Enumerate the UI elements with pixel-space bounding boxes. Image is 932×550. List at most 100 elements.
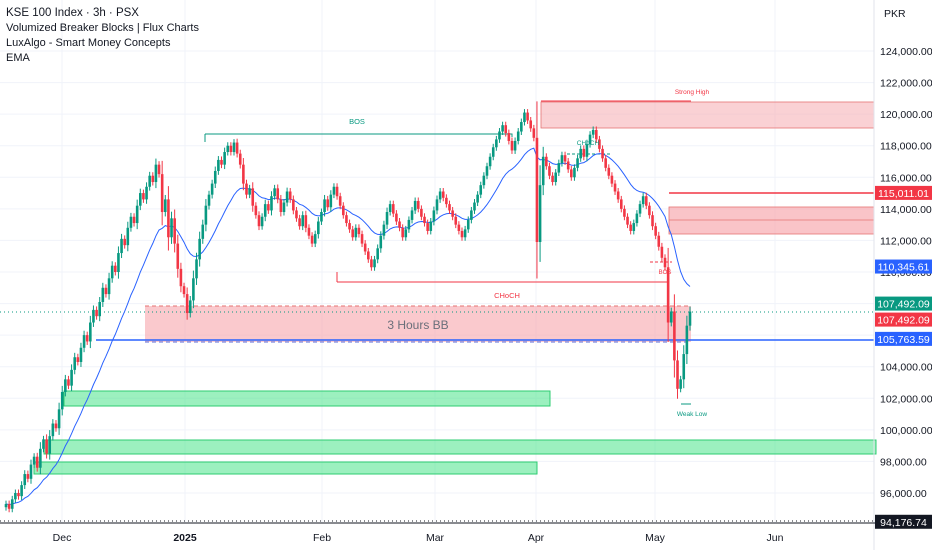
candle-body xyxy=(507,133,511,141)
candle-body xyxy=(182,286,186,295)
indicator-1[interactable]: Volumized Breaker Blocks | Flux Charts xyxy=(6,22,199,34)
candle-body xyxy=(132,216,136,224)
candle-body xyxy=(173,218,176,244)
candle-body xyxy=(579,148,582,159)
price-tick-label: 96,000.00 xyxy=(880,488,927,500)
candle-body xyxy=(410,210,414,220)
candle-body xyxy=(288,191,292,200)
candle-body xyxy=(79,347,83,362)
candle-body xyxy=(313,234,317,244)
candle-body xyxy=(48,436,52,454)
candle-body xyxy=(279,199,283,213)
candle-body xyxy=(54,423,58,429)
candle-body xyxy=(285,191,289,203)
time-tick-label: May xyxy=(645,532,666,544)
symbol-title[interactable]: KSE 100 Index · 3h · PSX xyxy=(6,7,139,19)
candle-body xyxy=(357,227,361,235)
candle-body xyxy=(192,278,195,301)
candle-body xyxy=(110,265,114,279)
candle-body xyxy=(679,379,682,389)
price-tag-bg xyxy=(875,331,932,346)
choch-top-label: CHoCH xyxy=(577,140,600,147)
candle-body xyxy=(495,139,498,148)
candle-body xyxy=(463,229,467,238)
candle-body xyxy=(526,112,529,121)
candle-body xyxy=(538,185,542,243)
candle-body xyxy=(638,204,642,214)
candle-body xyxy=(220,159,223,165)
price-tag-bg xyxy=(875,296,932,311)
candle-body xyxy=(98,301,101,317)
candle-body xyxy=(35,456,39,468)
candle-body xyxy=(501,125,504,132)
price-tag-label: 107,492.09 xyxy=(877,299,930,311)
candle-body xyxy=(613,183,617,192)
price-tick-label: 120,000.00 xyxy=(880,109,932,121)
price-tick-label: 100,000.00 xyxy=(880,425,932,437)
candle-body xyxy=(466,219,470,230)
candle-body xyxy=(179,268,183,287)
candle-body xyxy=(669,311,673,323)
candle-body xyxy=(254,205,258,216)
candle-body xyxy=(382,224,386,236)
candle-body xyxy=(235,142,239,154)
candle-body xyxy=(554,172,557,183)
candle-body xyxy=(363,243,367,252)
price-tick-label: 112,000.00 xyxy=(880,235,932,247)
demand-zone-1 xyxy=(63,390,551,407)
price-tag-label: 107,492.09 xyxy=(877,315,930,327)
indicator-3[interactable]: EMA xyxy=(6,52,30,64)
candle-body xyxy=(551,175,554,183)
candle-body xyxy=(585,144,589,157)
candle-body xyxy=(460,230,464,238)
price-tick-label: 116,000.00 xyxy=(880,172,932,184)
candle-body xyxy=(10,499,14,509)
candle-body xyxy=(64,379,67,392)
candle-body xyxy=(560,155,564,164)
candle-body xyxy=(114,265,117,272)
candle-body xyxy=(360,234,364,244)
candle-body xyxy=(210,183,214,195)
candle-body xyxy=(432,210,436,222)
time-tick-label: Dec xyxy=(53,532,72,544)
candle-body xyxy=(557,163,561,173)
candle-body xyxy=(226,145,230,153)
candle-body xyxy=(391,204,395,214)
price-tags: 115,011.01 110,345.61 107,492.09 107,492.09… xyxy=(875,185,932,529)
candle-body xyxy=(245,183,248,195)
price-tag-label: 110,345.61 xyxy=(878,262,930,274)
candle-body xyxy=(201,224,205,239)
demand-zone-2 xyxy=(43,439,877,455)
candle-body xyxy=(267,204,270,211)
chart-annotations: BOS CHoCH Strong High CHoCH BOS 3 Hours … xyxy=(349,89,709,418)
indicator-2[interactable]: LuxAlgo - Smart Money Concepts xyxy=(6,37,171,49)
candle-body xyxy=(107,278,111,295)
price-tag-label: 94,176.74 xyxy=(880,517,927,529)
time-tick-label: Apr xyxy=(528,532,545,544)
candle-body xyxy=(217,159,220,171)
candle-body xyxy=(317,221,320,235)
candle-body xyxy=(370,259,373,268)
candle-body xyxy=(154,164,158,183)
candle-body xyxy=(438,191,442,200)
candle-body xyxy=(476,194,479,203)
candle-body xyxy=(588,134,592,145)
candle-body xyxy=(345,215,348,224)
candle-body xyxy=(601,148,604,159)
candle-body xyxy=(429,221,433,231)
candle-body xyxy=(301,215,305,227)
candle-body xyxy=(85,335,89,342)
candle-body xyxy=(326,199,329,208)
candle-body xyxy=(14,493,17,500)
candle-body xyxy=(17,493,20,497)
candle-body xyxy=(207,194,211,206)
candle-body xyxy=(39,448,42,468)
candle-body xyxy=(223,152,226,165)
candle-body xyxy=(185,294,189,314)
candle-body xyxy=(367,251,370,260)
candle-body xyxy=(563,155,567,162)
candle-body xyxy=(619,199,623,209)
candle-body xyxy=(504,125,508,134)
candle-body xyxy=(170,218,173,238)
